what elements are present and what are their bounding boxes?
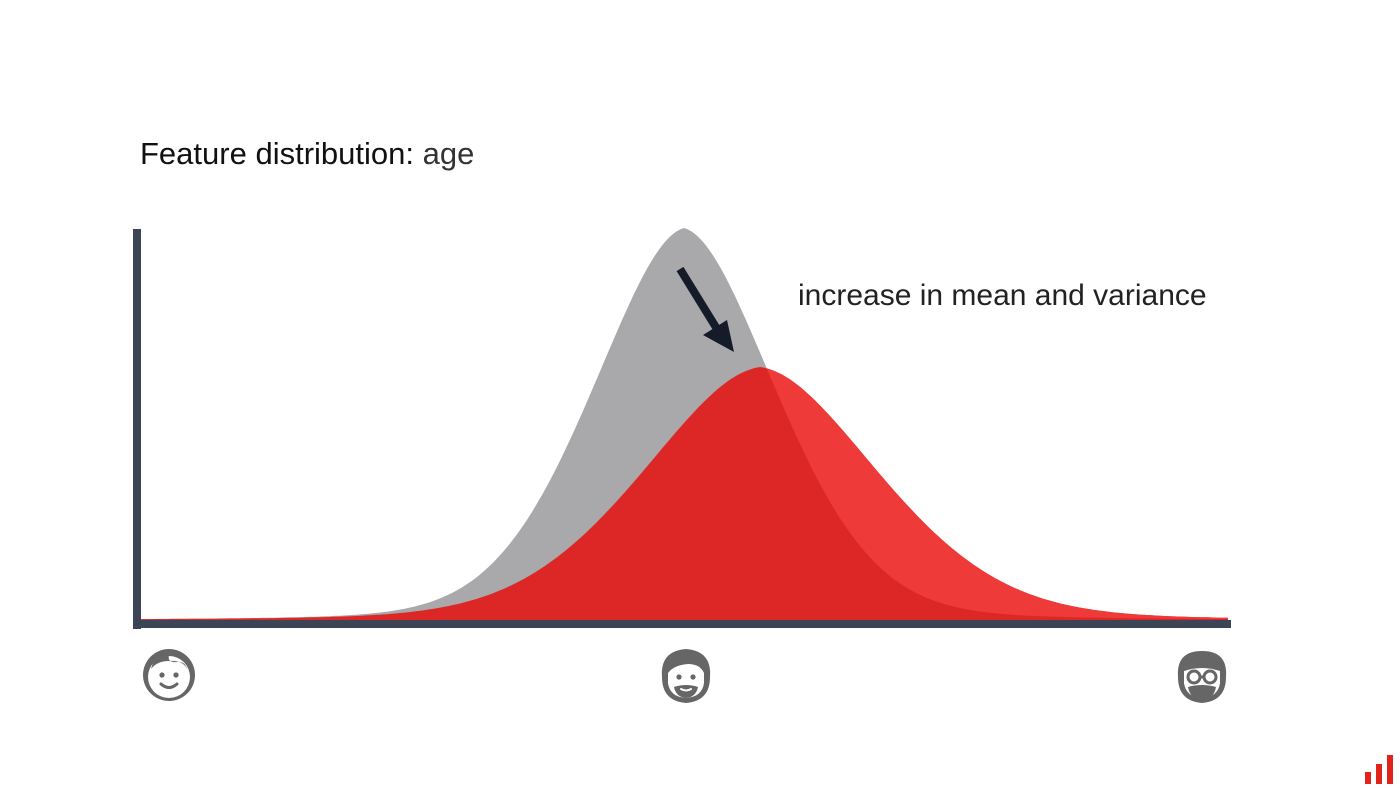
- shift-arrow: [676, 266, 734, 352]
- x-axis: [133, 620, 1231, 628]
- title-feature: age: [422, 136, 475, 171]
- title-main: Feature distribution:: [140, 136, 414, 171]
- slide-title: Feature distribution: age: [140, 136, 474, 172]
- child-face-icon: [143, 649, 195, 701]
- annotation-label: increase in mean and variance: [798, 279, 1207, 312]
- y-axis: [133, 229, 141, 629]
- after-distribution-overlap: [767, 368, 1228, 619]
- adult-face-icon: [661, 649, 711, 703]
- elderly-face-icon: [1177, 651, 1227, 703]
- brand-logo: [1365, 755, 1393, 784]
